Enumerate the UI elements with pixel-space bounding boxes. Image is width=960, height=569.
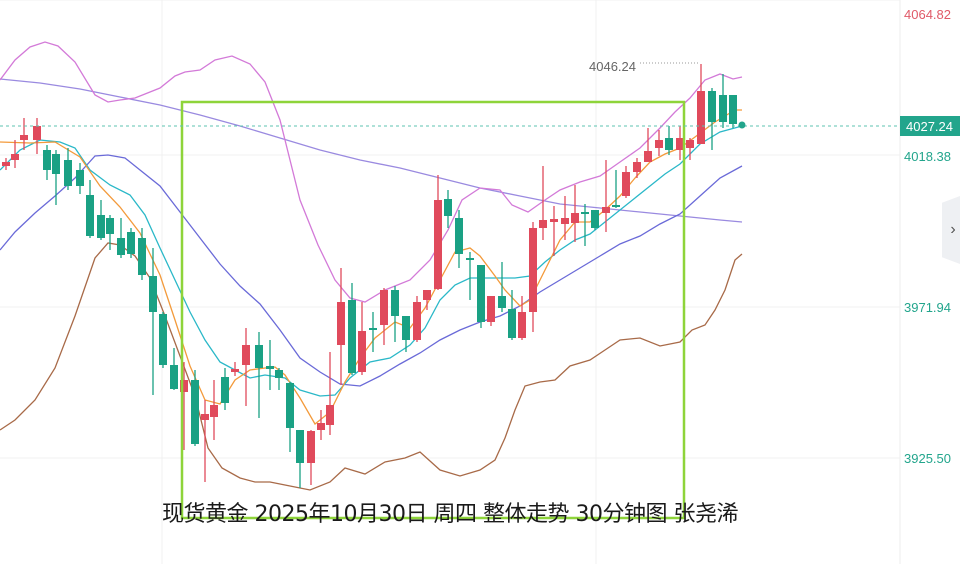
candle-body[interactable] <box>11 154 19 160</box>
candle-body[interactable] <box>86 195 94 236</box>
candle-body[interactable] <box>242 345 250 365</box>
candle-body[interactable] <box>326 405 334 425</box>
candle-body[interactable] <box>697 91 705 144</box>
candle-body[interactable] <box>508 309 516 338</box>
candle-body[interactable] <box>550 219 558 222</box>
candle-body[interactable] <box>498 296 506 308</box>
y-axis-label: 3925.50 <box>904 451 951 466</box>
chevron-right-icon: › <box>950 221 956 238</box>
candle-body[interactable] <box>676 138 684 150</box>
indicator-line-ma-mid <box>0 125 743 397</box>
candle-body[interactable] <box>286 383 294 428</box>
candle-body[interactable] <box>423 290 431 300</box>
candle-body[interactable] <box>612 205 620 207</box>
candle-body[interactable] <box>159 314 167 365</box>
candle-body[interactable] <box>138 238 146 275</box>
y-axis-label: 4064.82 <box>904 7 951 22</box>
current-price-label: 4027.24 <box>906 119 953 134</box>
indicator-line-ma-slow <box>0 154 743 387</box>
candle-body[interactable] <box>434 200 442 289</box>
candle-body[interactable] <box>581 212 589 214</box>
candle-body[interactable] <box>529 228 537 312</box>
candle-body[interactable] <box>149 276 157 312</box>
candle-body[interactable] <box>266 366 274 369</box>
candle-body[interactable] <box>444 199 452 216</box>
candle-body[interactable] <box>455 218 463 254</box>
candle-body[interactable] <box>686 140 694 148</box>
candle-body[interactable] <box>380 290 388 325</box>
indicator-line-ma-fast <box>0 109 742 425</box>
candle-body[interactable] <box>210 405 218 417</box>
annotation-box <box>180 100 686 520</box>
candle-body[interactable] <box>191 380 199 444</box>
candle-body[interactable] <box>602 207 610 213</box>
candle-body[interactable] <box>633 162 641 172</box>
indicator-line-boll-upper <box>0 41 743 303</box>
candle-body[interactable] <box>97 215 105 238</box>
candle-body[interactable] <box>369 328 377 330</box>
candle-body[interactable] <box>487 296 495 322</box>
candle-body[interactable] <box>622 172 630 196</box>
candle-body[interactable] <box>221 377 229 403</box>
candle-body[interactable] <box>106 218 114 234</box>
candle-body[interactable] <box>571 213 579 223</box>
candle-body[interactable] <box>518 312 526 338</box>
candle-body[interactable] <box>413 302 421 340</box>
y-axis-label: 3971.94 <box>904 300 951 315</box>
current-price-badge <box>900 116 960 136</box>
candle-body[interactable] <box>231 369 239 372</box>
candle-body[interactable] <box>170 365 178 389</box>
indicator-line-ma-long <box>0 78 743 223</box>
candle-body[interactable] <box>43 150 51 170</box>
candle-body[interactable] <box>477 265 485 322</box>
candle-body[interactable] <box>391 290 399 316</box>
candle-body[interactable] <box>358 331 366 372</box>
candle-body[interactable] <box>561 218 569 224</box>
candle-body[interactable] <box>665 138 673 150</box>
high-price-annotation: 4046.24 <box>589 59 636 74</box>
candle-body[interactable] <box>729 95 737 124</box>
candle-body[interactable] <box>296 430 304 463</box>
candle-body[interactable] <box>201 414 209 420</box>
candle-body[interactable] <box>127 232 135 254</box>
candle-body[interactable] <box>180 380 188 392</box>
last-price-dot <box>738 121 746 129</box>
candle-body[interactable] <box>2 162 10 166</box>
candle-body[interactable] <box>591 210 599 228</box>
candle-body[interactable] <box>307 431 315 463</box>
candle-body[interactable] <box>33 126 41 140</box>
candle-body[interactable] <box>255 345 263 368</box>
candle-body[interactable] <box>539 220 547 228</box>
candle-body[interactable] <box>337 302 345 345</box>
candle-body[interactable] <box>117 238 125 255</box>
indicator-line-boll-lower <box>0 242 743 491</box>
candle-body[interactable] <box>466 258 474 260</box>
candle-body[interactable] <box>655 140 663 148</box>
y-axis-label: 4018.38 <box>904 149 951 164</box>
chart-caption: 现货黄金 2025年10月30日 周四 整体走势 30分钟图 张尧浠 <box>162 502 738 527</box>
candle-body[interactable] <box>20 135 28 140</box>
candle-body[interactable] <box>708 91 716 122</box>
candle-body[interactable] <box>275 370 283 378</box>
candle-body[interactable] <box>348 300 356 373</box>
candle-body[interactable] <box>52 154 60 174</box>
candle-body[interactable] <box>719 95 727 122</box>
candle-body[interactable] <box>644 151 652 162</box>
candle-body[interactable] <box>317 423 325 430</box>
candle-body[interactable] <box>76 170 84 186</box>
next-panel-button[interactable]: › <box>942 196 960 264</box>
candle-body[interactable] <box>64 160 72 186</box>
candle-body[interactable] <box>402 316 410 340</box>
